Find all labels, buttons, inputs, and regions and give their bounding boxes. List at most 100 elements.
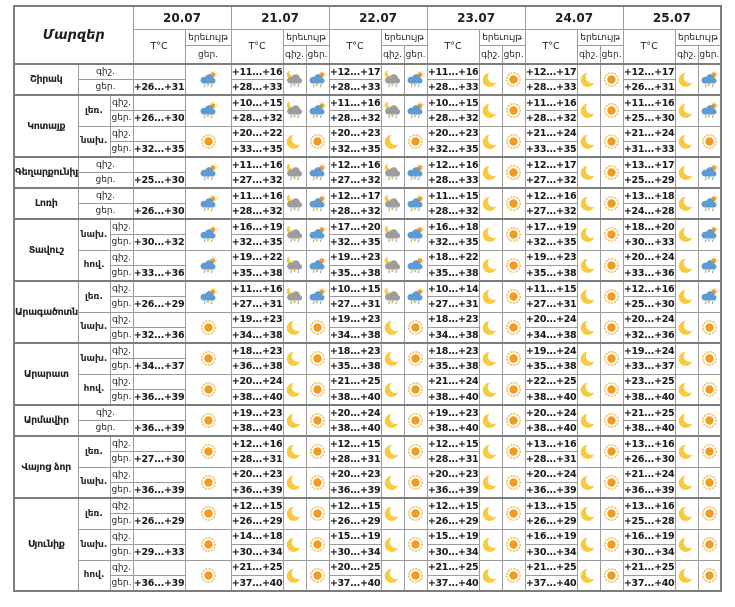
date-header-20.07: 20.07 xyxy=(132,5,232,30)
moon-icon xyxy=(676,163,697,182)
weather-icon-cell xyxy=(478,125,503,158)
weather-icon-cell xyxy=(501,156,526,189)
weather-icon-cell xyxy=(599,435,624,468)
sun-icon xyxy=(601,318,622,337)
sun-icon xyxy=(503,473,524,492)
temp-night-cell: +11...+16 xyxy=(230,63,284,80)
sun-icon xyxy=(699,318,720,337)
temp-night-cell: +21...+24 xyxy=(622,466,676,483)
night-subheader: գիշ. xyxy=(674,45,699,65)
temp-day-cell: +38...+40 xyxy=(622,389,676,406)
temp-day-cell: +32...+35 xyxy=(132,141,186,158)
sun-cloud-rain-icon xyxy=(186,70,230,89)
weather-icon-cell xyxy=(184,528,232,561)
sun-icon xyxy=(186,411,230,430)
temp-night-cell: +19...+24 xyxy=(524,342,578,359)
table-row: հով. գիշ. +21...+25 +20...+25 +21...+25 +… xyxy=(14,559,722,592)
weather-icon-cell xyxy=(380,528,405,561)
temp-day-cell: +34...+38 xyxy=(524,327,578,344)
weather-icon-cell xyxy=(478,466,503,499)
weather-icon-cell xyxy=(380,249,405,282)
sun-cloud-rain-icon xyxy=(699,225,720,244)
weather-icon-cell xyxy=(576,497,601,530)
temp-day-cell: +30...+32 xyxy=(132,234,186,251)
temp-day-cell: +35...+38 xyxy=(524,265,578,282)
temp-night-cell: +21...+24 xyxy=(524,125,578,142)
temp-day-cell: +27...+31 xyxy=(426,296,480,313)
weather-icon-cell xyxy=(501,528,526,561)
weather-icon-cell xyxy=(282,63,307,96)
weather-icon-cell xyxy=(697,63,722,96)
temp-day-cell: +38...+40 xyxy=(524,389,578,406)
moon-icon xyxy=(480,442,501,461)
sun-icon xyxy=(601,194,622,213)
moon-icon xyxy=(578,287,599,306)
sun-icon xyxy=(405,411,426,430)
weather-icon-cell xyxy=(501,311,526,344)
temp-day-cell: +27...+31 xyxy=(230,296,284,313)
temp-night-cell: +20...+24 xyxy=(328,404,382,421)
temp-day-cell: +38...+40 xyxy=(328,389,382,406)
sun-icon xyxy=(186,442,230,461)
sun-cloud-rain-icon xyxy=(307,101,328,120)
temp-night-cell: +21...+25 xyxy=(622,404,676,421)
temp-night-cell: +18...+22 xyxy=(426,249,480,266)
weather-icon-cell xyxy=(697,404,722,437)
moon-icon xyxy=(480,535,501,554)
temp-day-cell: +35...+38 xyxy=(524,358,578,375)
temp-day-cell: +36...+39 xyxy=(132,389,186,406)
weather-icon-cell xyxy=(501,404,526,437)
moon-icon xyxy=(284,566,305,585)
weather-icon-cell xyxy=(478,404,503,437)
weather-icon-cell xyxy=(599,559,624,592)
temp-day-cell: +28...+32 xyxy=(230,203,284,220)
night-label: գիշ. xyxy=(109,528,134,545)
weather-icon-cell xyxy=(478,559,503,592)
sun-cloud-rain-icon xyxy=(699,101,720,120)
temp-day-cell: +38...+40 xyxy=(230,389,284,406)
weather-icon-cell xyxy=(599,373,624,406)
table-row: Կոտայք լեռ. գիշ. +10...+15 +11...+16 +10..… xyxy=(13,94,722,158)
temp-night-cell: +22...+25 xyxy=(524,373,578,390)
sun-icon xyxy=(405,566,426,585)
weather-icon-cell xyxy=(380,373,405,406)
temp-day-cell: +33...+36 xyxy=(132,265,186,282)
temp-night-cell: +13...+16 xyxy=(622,435,676,452)
moon-icon xyxy=(676,349,697,368)
temp-day-cell: +36...+39 xyxy=(132,575,186,592)
temp-day-cell: +27...+30 xyxy=(132,451,186,468)
temp-night-cell: +12...+15 xyxy=(426,435,480,452)
temp-night-cell xyxy=(132,373,186,390)
weather-icon-cell xyxy=(282,435,307,468)
temp-day-cell: +36...+39 xyxy=(328,482,382,499)
temp-night-cell: +15...+19 xyxy=(426,528,480,545)
night-label: գիշ. xyxy=(109,311,134,328)
weather-icon-cell xyxy=(501,342,526,375)
moon-icon xyxy=(284,504,305,523)
temp-day-cell: +36...+39 xyxy=(132,482,186,499)
temp-day-cell: +28...+31 xyxy=(426,451,480,468)
sun-icon xyxy=(601,256,622,275)
sun-icon xyxy=(405,349,426,368)
night-label: գիշ. xyxy=(109,125,134,142)
temp-night-cell: +15...+19 xyxy=(328,528,382,545)
temp-night-cell: +20...+22 xyxy=(230,125,284,142)
temp-day-cell: +38...+40 xyxy=(426,389,480,406)
table-row: ցեր. +34...+37 +36...+38 +35...+38 +35...+38… xyxy=(14,358,721,375)
day-subheader: ցեր. xyxy=(184,45,232,65)
temp-day-cell: +36...+39 xyxy=(426,482,480,499)
temp-day-cell: +36...+39 xyxy=(622,482,676,499)
night-label: գիշ. xyxy=(109,249,134,266)
weather-icon-cell xyxy=(282,156,307,189)
table-row: հով. գիշ. +20...+24 +21...+25 +21...+24 +… xyxy=(14,373,722,406)
weather-icon-cell xyxy=(282,249,307,282)
weather-icon-cell xyxy=(697,342,722,375)
temp-day-cell: +25...+29 xyxy=(622,172,676,189)
temp-day-cell: +35...+38 xyxy=(426,358,480,375)
weather-icon-cell xyxy=(501,63,526,96)
temp-night-cell: +20...+24 xyxy=(230,373,284,390)
temp-night-cell xyxy=(132,342,186,359)
weather-icon-cell xyxy=(697,559,722,592)
region-name: Գեղարքունիք xyxy=(13,156,79,189)
weather-icon-cell xyxy=(576,466,601,499)
